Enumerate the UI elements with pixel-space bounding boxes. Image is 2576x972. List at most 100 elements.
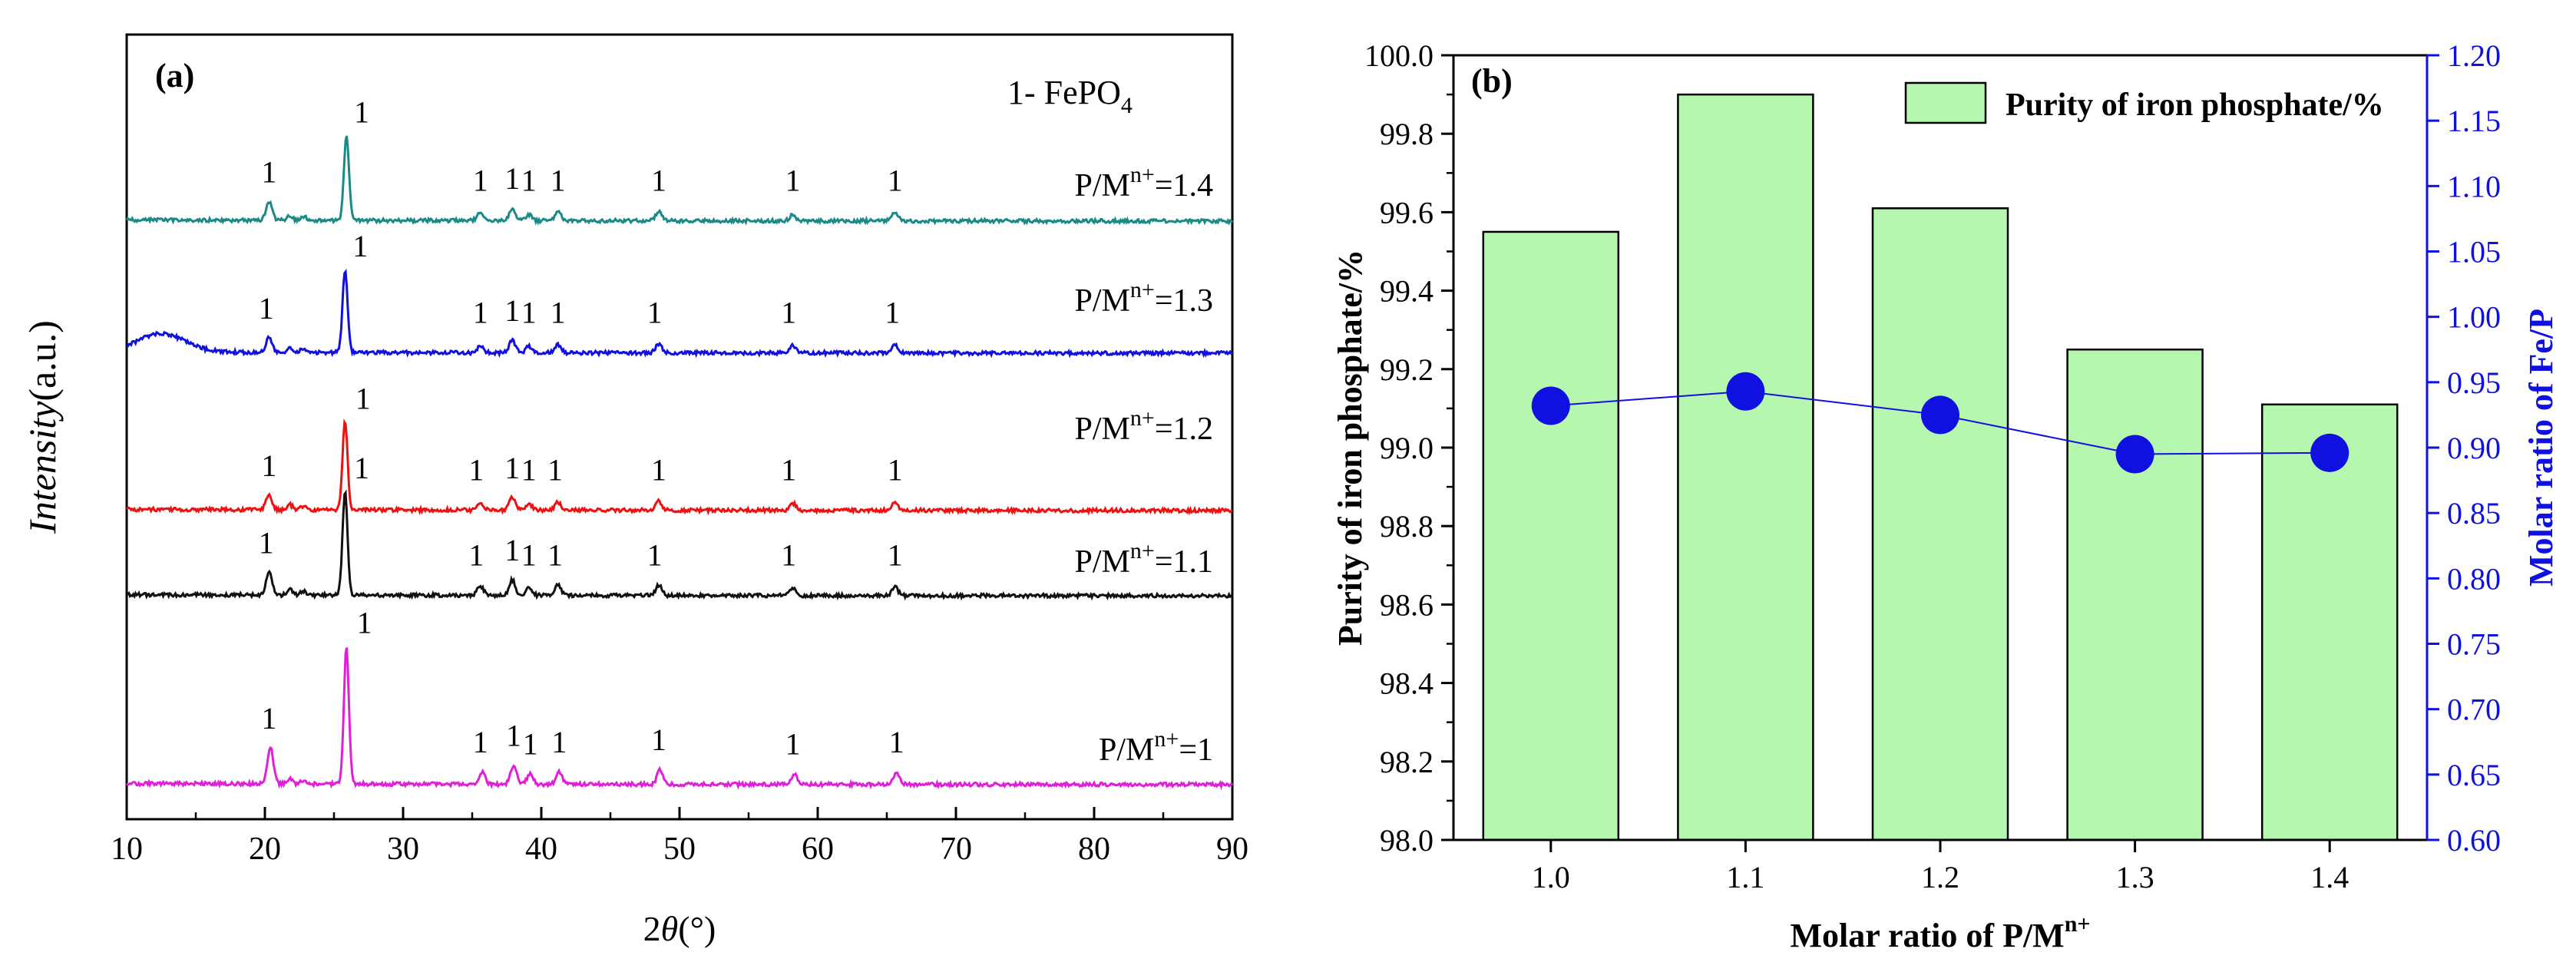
xrd-peak-label: 1 [888,538,903,573]
xrd-peak-label: 1 [261,448,276,483]
xrd-peak-label: 1 [521,453,537,488]
xrd-peak-label: 1 [354,94,369,129]
xrd-series-label: P/Mn+=1.4 [1075,162,1213,203]
fe-p-ratio-point [2310,433,2349,472]
fe-p-y-tick-label: 0.60 [2447,823,2501,858]
purity-panel: 98.0 98.2 98.4 98.6 98.8 99.0 99.2 99.4 99.6 99.8… [1331,38,2560,954]
fe-p-ratio-point [1531,386,1570,425]
xrd-peak-label: 1 [651,722,666,757]
xrd-x-tick-label: 40 [525,831,557,867]
xrd-peak-label: 1 [506,719,521,753]
fe-p-y-tick-label: 0.95 [2447,365,2501,400]
purity-y-tick-label: 99.2 [1380,352,1433,387]
fe-p-y-tick-label: 0.85 [2447,496,2501,531]
xrd-series-label: P/Mn+=1.3 [1075,277,1213,319]
xrd-peak-label: 1 [647,296,663,330]
xrd-peak-label: 1 [504,451,520,485]
xrd-x-tick-label: 90 [1216,831,1248,867]
xrd-x-axis: 10 20 30 40 50 60 70 80 90 [111,807,1248,867]
fe-p-y-tick-label: 1.10 [2447,169,2501,203]
xrd-peak-label: 1 [504,533,520,567]
purity-y-tick-label: 99.6 [1380,195,1433,230]
xrd-pattern-line [125,489,1234,601]
fe-p-ratio-point [2115,435,2154,474]
xrd-y-axis-title: Intensity(a.u.) [21,320,64,534]
xrd-y-axis-title-main: Intensity [21,401,64,534]
fe-p-ratio-point [1921,395,1959,435]
xrd-x-tick-label: 80 [1078,831,1110,867]
xrd-peak-label: 1 [473,164,488,198]
xrd-peak-label: 1 [547,453,563,488]
purity-y-axis: 98.0 98.2 98.4 98.6 98.8 99.0 99.2 99.4 99.6 99.8… [1364,38,1453,858]
xrd-x-tick-label: 60 [802,831,834,867]
xrd-series-label-value: =1.4 [1155,168,1213,203]
fe-p-y-axis-title: Molar ratio of Fe/P [2522,309,2560,587]
xrd-peak-label: 1 [781,538,796,573]
purity-x-tick-label: 1.4 [2310,860,2349,894]
xrd-series-label-sup: n+ [1130,277,1155,303]
xrd-peak-label: 1 [651,453,666,488]
xrd-peak-label: 1 [785,164,801,198]
purity-y-tick-label: 100.0 [1364,38,1433,73]
xrd-peak-label: 1 [781,296,796,330]
xrd-series-label-sup: n+ [1154,726,1179,752]
purity-bar [1677,93,1814,841]
fe-p-y-tick-label: 0.75 [2447,627,2501,662]
purity-x-tick-label: 1.2 [1921,860,1959,894]
xrd-peak-label: 1 [523,727,538,762]
xrd-series-label-main: P/M [1075,283,1130,319]
xrd-peak-label: 1 [259,291,274,326]
xrd-plot-frame [125,33,1234,821]
fe-p-y-tick-label: 0.80 [2447,561,2501,596]
legend-label: Purity of iron phosphate/% [2006,88,2384,123]
xrd-x-tick-label: 20 [249,831,281,867]
purity-y-tick-label: 98.8 [1380,509,1433,544]
xrd-peak-label: 1 [504,293,520,328]
fe-p-y-tick-label: 1.15 [2447,104,2501,138]
xrd-series-label: P/Mn+=1.1 [1075,538,1213,580]
fe-p-y-tick-label: 0.65 [2447,758,2501,792]
purity-x-tick-label: 1.0 [1532,860,1570,894]
xrd-x-axis-title-theta: θ [661,909,679,948]
xrd-peak-label: 1 [473,296,488,330]
purity-y-tick-label: 99.0 [1380,431,1433,465]
fe-p-y-tick-label: 0.70 [2447,693,2501,727]
fe-p-y-tick-label: 0.90 [2447,431,2501,465]
xrd-series-label-main: P/M [1075,544,1130,580]
purity-x-axis-title-sup: n+ [2065,911,2091,937]
xrd-peak-label: 1 [547,538,563,573]
xrd-peak-label: 1 [647,538,663,573]
purity-bar [1871,207,2009,841]
xrd-pattern-line [126,269,1234,359]
xrd-pattern-line [125,135,1234,226]
xrd-x-axis-title-unit: (°) [678,909,716,948]
xrd-pattern-line [125,647,1234,791]
xrd-x-tick-label: 30 [387,831,419,867]
purity-x-axis-title: Molar ratio of P/Mn+ [1791,911,2091,954]
purity-x-tick-label: 1.3 [2116,860,2154,894]
purity-y-tick-label: 99.4 [1380,274,1433,309]
xrd-series-label-value: =1.3 [1155,283,1213,319]
xrd-peak-label: 1 [781,453,796,488]
purity-panel-label: (b) [1471,62,1513,100]
fe-p-ratio-point [1726,372,1765,411]
xrd-peak-label: 1 [504,161,520,196]
xrd-peak-label: 1 [261,701,276,736]
purity-bar [2066,349,2204,841]
purity-y-tick-label: 99.8 [1380,117,1433,151]
xrd-peak-label: 1 [551,164,566,198]
xrd-peak-label: 1 [551,725,567,759]
purity-y-tick-label: 98.2 [1380,745,1433,779]
purity-x-axis-title-main: Molar ratio of P/M [1791,917,2065,954]
xrd-peak-label: 1 [885,296,900,330]
xrd-peak-label: 1 [261,155,276,190]
xrd-series-label-value: =1.2 [1155,412,1213,447]
xrd-peak-label: 1 [785,727,801,762]
xrd-pattern-line [125,418,1233,516]
xrd-peak-label: 1 [521,538,537,573]
xrd-panel-label: (a) [155,57,194,94]
purity-y-tick-label: 98.4 [1380,666,1433,701]
